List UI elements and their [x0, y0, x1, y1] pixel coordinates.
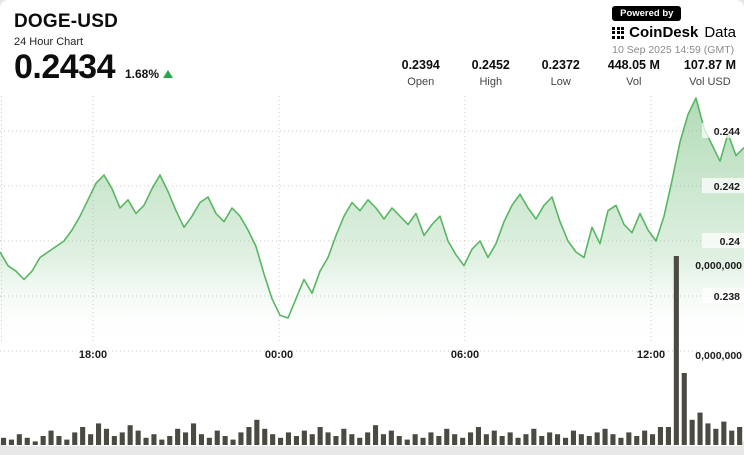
stat-open-label: Open — [407, 76, 435, 88]
stat-low: 0.2372 Low — [538, 58, 584, 88]
stat-open-value: 0.2394 — [401, 58, 440, 72]
stats-row: 0.2394 Open 0.2452 High 0.2372 Low 448.0… — [398, 58, 736, 88]
stat-high: 0.2452 High — [468, 58, 514, 88]
title-block: DOGE-USD 24 Hour Chart — [14, 11, 118, 48]
coindesk-grid-icon — [612, 26, 625, 39]
brand-name-secondary: Data — [704, 24, 736, 41]
brand-name-primary: CoinDesk — [629, 24, 699, 41]
stat-high-label: High — [479, 76, 503, 88]
change-percent: 1.68% — [125, 67, 160, 81]
chart-subtitle: 24 Hour Chart — [14, 36, 84, 48]
stat-low-label: Low — [550, 76, 571, 88]
stat-volume: 448.05 M Vol — [608, 58, 660, 88]
up-arrow-icon — [163, 70, 174, 78]
symbol-title: DOGE-USD — [14, 11, 118, 32]
quote-timestamp: 10 Sep 2025 14:59 (GMT) — [612, 44, 735, 56]
price-block: 0.2434 1.68% — [14, 48, 174, 86]
price-change: 1.68% — [125, 67, 174, 84]
stat-volume-usd: 107.87 M Vol USD — [684, 58, 736, 88]
stat-volume-label: Vol — [626, 76, 642, 88]
brand-block: Powered by CoinDesk Data 10 Sep 2025 14:… — [612, 6, 736, 56]
stat-volume-usd-label: Vol USD — [689, 76, 731, 88]
powered-by-badge: Powered by — [612, 6, 682, 21]
stat-volume-usd-value: 107.87 M — [683, 58, 736, 72]
current-price: 0.2434 — [14, 48, 116, 86]
stat-low-value: 0.2372 — [541, 58, 580, 72]
stat-volume-value: 448.05 M — [607, 58, 660, 72]
coindesk-data-logo[interactable]: CoinDesk Data — [612, 24, 736, 41]
chart-header: DOGE-USD 24 Hour Chart 0.2434 1.68% Powe… — [0, 0, 744, 100]
stat-open: 0.2394 Open — [398, 58, 444, 88]
stat-high-value: 0.2452 — [471, 58, 510, 72]
